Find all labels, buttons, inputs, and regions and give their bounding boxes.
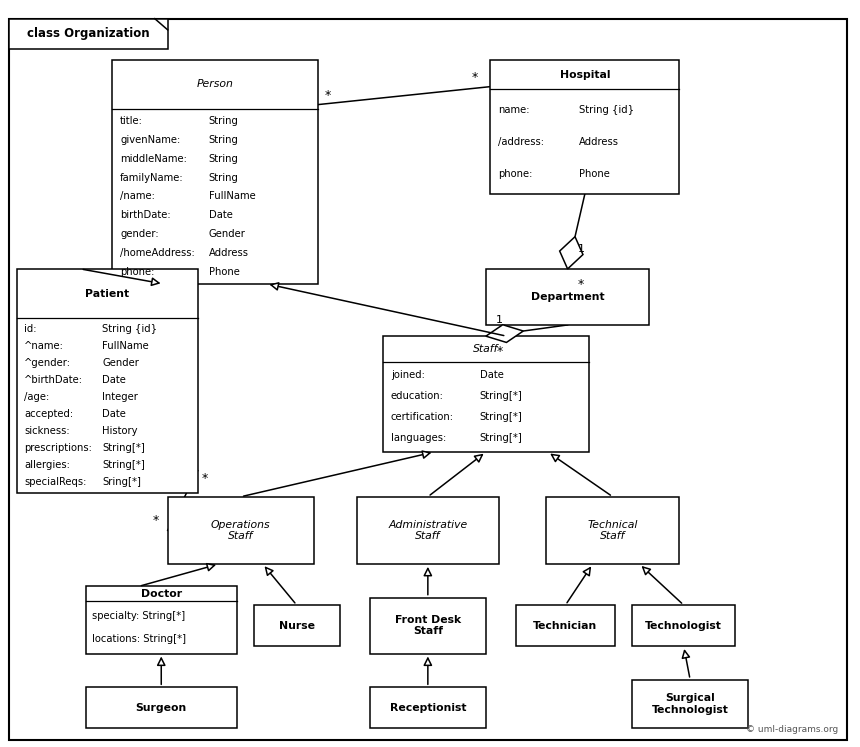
Text: class Organization: class Organization [27,27,150,40]
Text: *: * [471,71,477,84]
Text: String: String [209,173,239,183]
FancyBboxPatch shape [9,19,168,49]
Text: Operations
Staff: Operations Staff [211,520,271,541]
Text: phone:: phone: [498,169,532,179]
Text: Administrative
Staff: Administrative Staff [388,520,468,541]
Text: accepted:: accepted: [24,409,74,419]
Text: String[*]: String[*] [102,460,144,470]
Text: History: History [102,426,138,436]
Text: /age:: /age: [24,392,50,402]
Text: Phone: Phone [209,267,240,276]
Text: phone:: phone: [120,267,155,276]
Text: Sring[*]: Sring[*] [102,477,141,487]
Text: String {id}: String {id} [102,324,157,334]
Bar [357,497,499,564]
Text: ^birthDate:: ^birthDate: [24,375,83,385]
Text: Surgical
Technologist: Surgical Technologist [652,693,728,715]
Text: Gender: Gender [209,229,246,239]
Text: Date: Date [102,375,126,385]
Text: title:: title: [120,117,143,126]
Text: Nurse: Nurse [279,621,315,630]
Text: familyName:: familyName: [120,173,184,183]
Text: String[*]: String[*] [480,433,523,443]
Text: Doctor: Doctor [141,589,181,599]
Text: String: String [209,117,239,126]
Text: *: * [578,278,584,291]
Bar [490,60,679,194]
Text: *: * [202,472,208,485]
Bar [86,586,237,654]
Text: Address: Address [209,248,249,258]
Text: Person: Person [197,79,233,90]
Bar [17,269,198,493]
Text: Gender: Gender [102,359,139,368]
Text: Hospital: Hospital [560,69,610,79]
Text: allergies:: allergies: [24,460,71,470]
Text: Receptionist: Receptionist [390,703,466,713]
Text: Phone: Phone [579,169,610,179]
Bar [486,269,649,325]
Text: id:: id: [24,324,37,334]
Text: Staff: Staff [473,344,499,354]
Text: *: * [325,89,331,102]
Bar [86,687,237,728]
Text: birthDate:: birthDate: [120,210,170,220]
Text: certification:: certification: [391,412,454,422]
Text: *: * [496,345,502,358]
Text: Front Desk
Staff: Front Desk Staff [395,615,461,636]
Text: Date: Date [480,371,504,380]
Bar [168,497,314,564]
Text: locations: String[*]: locations: String[*] [92,633,186,644]
Text: String[*]: String[*] [102,443,144,453]
Text: sickness:: sickness: [24,426,70,436]
Text: /name:: /name: [120,191,155,202]
Bar [632,605,735,646]
Text: Technologist: Technologist [645,621,722,630]
Text: specialReqs:: specialReqs: [24,477,87,487]
Bar [370,598,486,654]
Bar [516,605,615,646]
Text: *: * [152,515,158,527]
Text: Technical
Staff: Technical Staff [587,520,638,541]
Bar [370,687,486,728]
Text: joined:: joined: [391,371,425,380]
Text: prescriptions:: prescriptions: [24,443,92,453]
Bar [383,336,589,452]
Text: /homeAddress:: /homeAddress: [120,248,195,258]
Text: 1: 1 [578,244,585,255]
Bar [254,605,340,646]
Text: String: String [209,154,239,164]
Text: Date: Date [209,210,233,220]
Text: 1: 1 [496,314,503,325]
Text: Address: Address [579,137,619,146]
Text: /address:: /address: [498,137,544,146]
Bar [632,680,748,728]
Text: String[*]: String[*] [480,412,523,422]
Text: Department: Department [531,292,605,302]
Text: FullName: FullName [209,191,255,202]
Text: Date: Date [102,409,126,419]
Text: FullName: FullName [102,341,149,351]
Polygon shape [560,237,583,269]
Text: name:: name: [498,105,529,115]
Text: Surgeon: Surgeon [136,703,187,713]
Text: specialty: String[*]: specialty: String[*] [92,611,185,621]
Text: String[*]: String[*] [480,391,523,401]
Text: languages:: languages: [391,433,446,443]
Text: gender:: gender: [120,229,159,239]
Text: Technician: Technician [533,621,598,630]
Bar [112,60,318,284]
Text: String: String [209,135,239,145]
Polygon shape [486,325,523,342]
Text: ^gender:: ^gender: [24,359,71,368]
Text: Patient: Patient [85,288,130,299]
Text: givenName:: givenName: [120,135,181,145]
Text: education:: education: [391,391,444,401]
Bar [546,497,679,564]
Text: String {id}: String {id} [579,105,634,115]
Text: ^name:: ^name: [24,341,64,351]
Text: middleName:: middleName: [120,154,187,164]
Text: © uml-diagrams.org: © uml-diagrams.org [746,725,838,734]
Text: Integer: Integer [102,392,138,402]
